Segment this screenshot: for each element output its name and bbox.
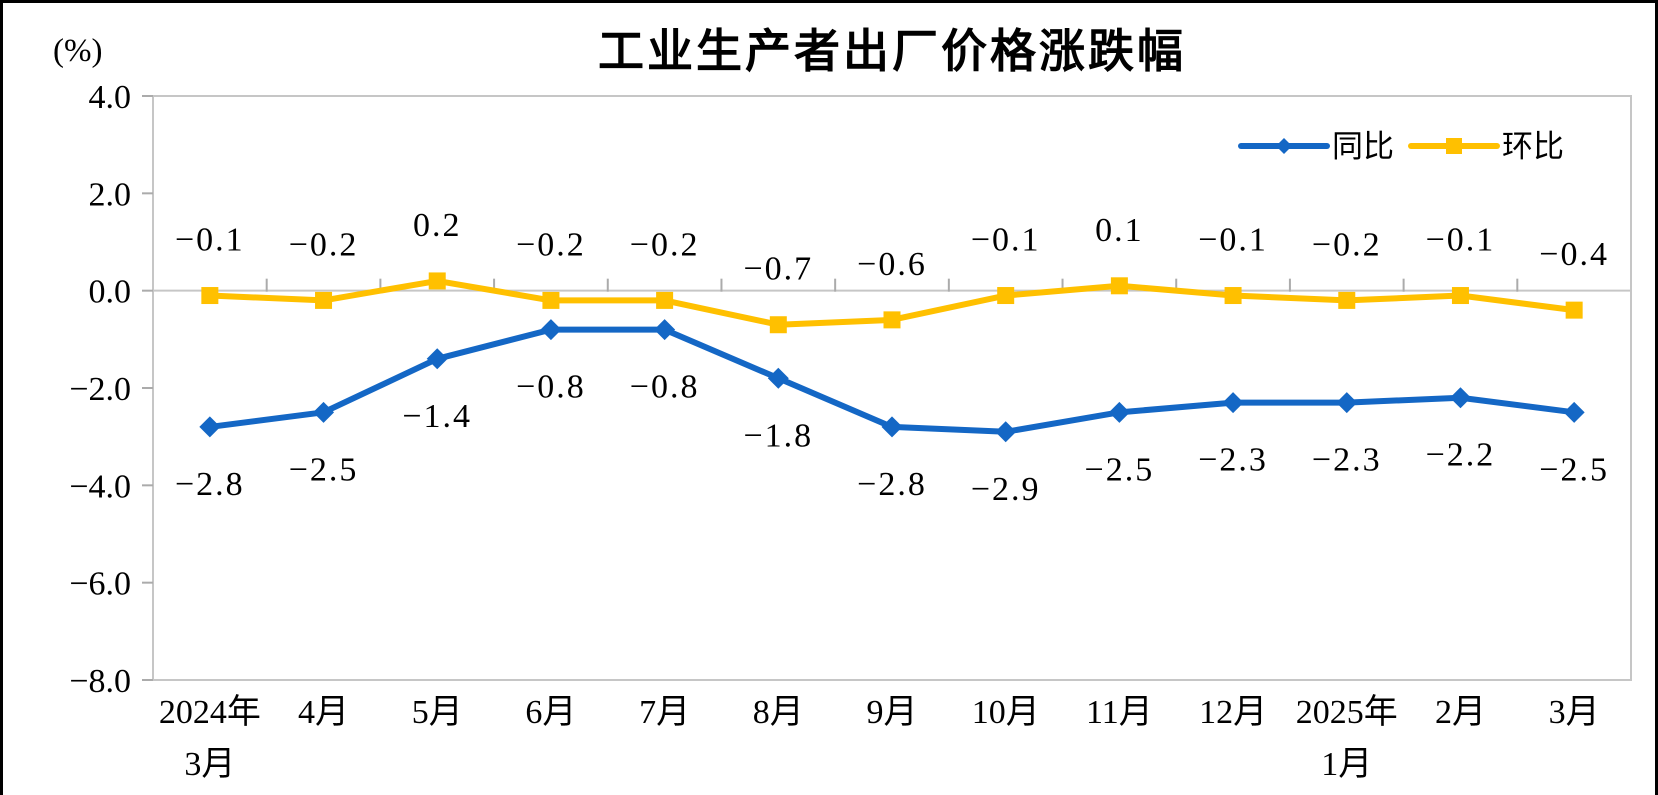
data-label-yoy: −2.2 xyxy=(1426,437,1496,474)
y-tick-label: −2.0 xyxy=(69,371,131,408)
data-label-mom: −0.6 xyxy=(857,246,927,283)
data-marker-mom xyxy=(997,287,1015,305)
data-label-mom: −0.2 xyxy=(630,226,700,263)
data-label-yoy: −0.8 xyxy=(630,369,700,406)
data-label-yoy: −2.5 xyxy=(289,451,359,488)
data-label-yoy: −2.3 xyxy=(1312,442,1382,479)
data-label-mom: −0.2 xyxy=(516,226,586,263)
data-marker-yoy xyxy=(767,367,789,389)
x-tick-label: 2月 xyxy=(1435,694,1486,731)
data-marker-yoy xyxy=(1449,387,1471,409)
y-tick-label: −4.0 xyxy=(69,468,131,505)
data-label-mom: 0.2 xyxy=(413,207,462,244)
x-tick-label: 5月 xyxy=(412,694,463,731)
data-marker-mom xyxy=(201,287,219,305)
data-marker-yoy xyxy=(540,319,562,341)
y-tick-label: 4.0 xyxy=(89,79,132,116)
data-label-yoy: −2.8 xyxy=(175,466,245,503)
data-marker-mom xyxy=(769,316,787,334)
data-label-mom: −0.1 xyxy=(175,222,245,259)
data-label-yoy: −2.5 xyxy=(1539,451,1609,488)
x-tick-label: 4月 xyxy=(298,694,349,731)
data-marker-yoy xyxy=(1336,392,1358,414)
data-marker-mom xyxy=(315,291,333,309)
data-label-mom: −0.4 xyxy=(1539,236,1609,273)
data-marker-mom xyxy=(1224,287,1242,305)
data-label-mom: −0.1 xyxy=(971,222,1041,259)
data-marker-yoy xyxy=(1563,401,1585,423)
y-axis-unit-label: (%) xyxy=(53,33,103,69)
data-label-mom: −0.2 xyxy=(1312,226,1382,263)
y-tick-label: −6.0 xyxy=(69,566,131,603)
x-tick-label: 9月 xyxy=(867,694,918,731)
data-marker-yoy xyxy=(426,348,448,370)
legend-marker-yoy xyxy=(1276,138,1292,154)
data-label-yoy: −1.8 xyxy=(743,417,813,454)
data-label-mom: −0.2 xyxy=(289,226,359,263)
chart-title: 工业生产者出厂价格涨跌幅 xyxy=(598,25,1186,77)
data-label-yoy: −0.8 xyxy=(516,369,586,406)
data-marker-mom xyxy=(656,291,674,309)
legend-marker-mom xyxy=(1446,138,1462,154)
legend-label-yoy: 同比 xyxy=(1332,129,1394,164)
data-marker-yoy xyxy=(995,421,1017,443)
x-tick-label: 1月 xyxy=(1321,746,1372,783)
x-tick-label: 2025年 xyxy=(1296,693,1398,731)
data-marker-yoy xyxy=(1108,401,1130,423)
x-tick-label: 3月 xyxy=(184,746,235,783)
y-tick-label: 2.0 xyxy=(89,176,132,213)
data-marker-yoy xyxy=(199,416,221,438)
data-label-mom: −0.7 xyxy=(743,251,813,288)
x-tick-label: 12月 xyxy=(1199,694,1267,731)
data-marker-yoy xyxy=(654,319,676,341)
y-tick-label: −8.0 xyxy=(69,663,131,700)
data-marker-mom xyxy=(1110,277,1128,295)
legend-label-mom: 环比 xyxy=(1502,129,1564,164)
data-marker-mom xyxy=(1338,291,1356,309)
data-label-mom: −0.1 xyxy=(1198,222,1268,259)
x-tick-label: 8月 xyxy=(753,694,804,731)
data-label-yoy: −1.4 xyxy=(402,398,472,435)
y-tick-label: 0.0 xyxy=(89,274,132,311)
data-marker-mom xyxy=(1451,287,1469,305)
data-marker-mom xyxy=(542,291,560,309)
data-label-mom: −0.1 xyxy=(1426,222,1496,259)
x-tick-label: 10月 xyxy=(972,694,1040,731)
data-marker-mom xyxy=(1565,301,1583,319)
data-label-yoy: −2.8 xyxy=(857,466,927,503)
data-label-yoy: −2.5 xyxy=(1085,451,1155,488)
data-label-yoy: −2.3 xyxy=(1198,442,1268,479)
x-tick-label: 11月 xyxy=(1086,694,1153,731)
data-marker-yoy xyxy=(881,416,903,438)
x-tick-label: 6月 xyxy=(525,694,576,731)
data-marker-yoy xyxy=(1222,392,1244,414)
data-label-yoy: −2.9 xyxy=(971,471,1041,508)
data-marker-yoy xyxy=(313,401,335,423)
x-tick-label: 3月 xyxy=(1549,694,1600,731)
data-marker-mom xyxy=(883,311,901,329)
x-tick-label: 2024年 xyxy=(159,693,261,731)
data-marker-mom xyxy=(428,272,446,290)
chart-canvas: 4.0 2.0 0.0 −2.0 −4.0 −6.0 −8.0 2024年 3月 4月 5月 6月 7月… xyxy=(69,79,1632,783)
x-tick-label: 7月 xyxy=(639,694,690,731)
data-label-mom: 0.1 xyxy=(1095,212,1144,249)
